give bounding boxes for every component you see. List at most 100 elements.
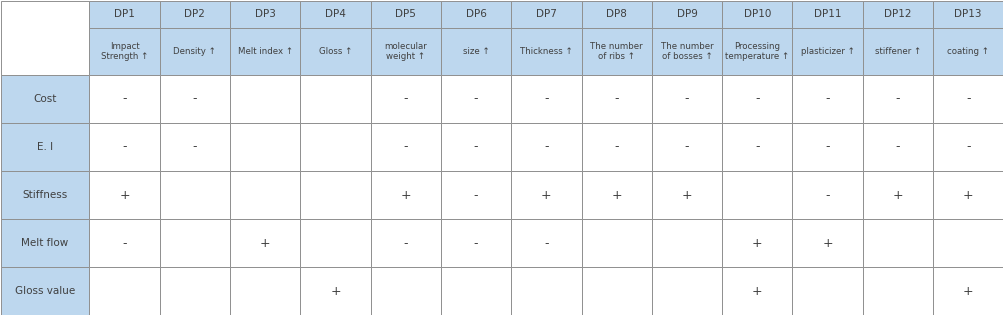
Text: -: - <box>544 237 548 250</box>
Bar <box>370 75 440 123</box>
Text: DP8: DP8 <box>606 9 627 19</box>
Bar <box>300 171 370 219</box>
Text: -: - <box>684 141 688 154</box>
Bar <box>440 123 511 171</box>
Text: stiffener ↑: stiffener ↑ <box>874 47 920 56</box>
Text: DP12: DP12 <box>884 9 911 19</box>
Text: +: + <box>119 189 129 202</box>
Text: DP3: DP3 <box>255 9 276 19</box>
Text: Processing
temperature ↑: Processing temperature ↑ <box>724 42 788 61</box>
Text: -: - <box>824 141 829 154</box>
Text: DP13: DP13 <box>954 9 981 19</box>
Bar <box>791 267 862 315</box>
Text: Gloss ↑: Gloss ↑ <box>319 47 352 56</box>
Bar <box>89 171 159 219</box>
Bar <box>721 267 791 315</box>
Bar <box>511 75 581 123</box>
Bar <box>932 1 1002 28</box>
Text: DP4: DP4 <box>325 9 346 19</box>
Text: DP5: DP5 <box>395 9 416 19</box>
Bar <box>159 267 230 315</box>
Bar <box>862 219 932 267</box>
Bar <box>230 123 300 171</box>
Bar <box>932 123 1002 171</box>
Text: molecular
weight ↑: molecular weight ↑ <box>384 42 426 61</box>
Text: -: - <box>824 189 829 202</box>
Bar <box>159 171 230 219</box>
Bar <box>721 28 791 75</box>
Bar <box>651 171 721 219</box>
Text: Stiffness: Stiffness <box>22 190 67 200</box>
Bar <box>581 75 651 123</box>
Bar <box>651 28 721 75</box>
Text: Thickness ↑: Thickness ↑ <box>520 47 572 56</box>
Bar <box>300 28 370 75</box>
Bar <box>89 75 159 123</box>
Bar <box>230 1 300 28</box>
Text: E. I: E. I <box>37 142 53 152</box>
Text: -: - <box>122 237 126 250</box>
Text: +: + <box>892 189 903 202</box>
Bar <box>651 219 721 267</box>
Bar <box>791 1 862 28</box>
Bar <box>511 171 581 219</box>
Text: -: - <box>895 92 900 106</box>
Text: DP2: DP2 <box>185 9 206 19</box>
Bar <box>1 123 89 171</box>
Text: DP7: DP7 <box>536 9 557 19</box>
Text: DP9: DP9 <box>676 9 697 19</box>
Text: coating ↑: coating ↑ <box>946 47 988 56</box>
Bar <box>581 219 651 267</box>
Bar <box>300 219 370 267</box>
Bar <box>300 1 370 28</box>
Text: Impact
Strength ↑: Impact Strength ↑ <box>101 42 148 61</box>
Bar <box>370 28 440 75</box>
Text: -: - <box>754 92 759 106</box>
Bar <box>159 75 230 123</box>
Bar <box>511 28 581 75</box>
Bar <box>791 171 862 219</box>
Bar <box>1 267 89 315</box>
Text: -: - <box>965 92 970 106</box>
Bar <box>791 123 862 171</box>
Text: -: - <box>193 141 197 154</box>
Text: -: - <box>473 189 477 202</box>
Text: +: + <box>400 189 410 202</box>
Text: -: - <box>193 92 197 106</box>
Text: +: + <box>962 189 973 202</box>
Text: -: - <box>824 92 829 106</box>
Bar <box>511 219 581 267</box>
Bar <box>651 1 721 28</box>
Bar <box>862 267 932 315</box>
Text: +: + <box>751 237 762 250</box>
Bar <box>862 28 932 75</box>
Bar <box>370 267 440 315</box>
Bar <box>230 28 300 75</box>
Bar <box>89 123 159 171</box>
Bar <box>300 123 370 171</box>
Bar <box>370 1 440 28</box>
Bar <box>651 123 721 171</box>
Text: +: + <box>260 237 270 250</box>
Text: Gloss value: Gloss value <box>15 286 75 296</box>
Text: -: - <box>754 141 759 154</box>
Text: -: - <box>403 141 407 154</box>
Text: +: + <box>962 285 973 298</box>
Bar <box>440 171 511 219</box>
Bar <box>581 1 651 28</box>
Bar <box>370 171 440 219</box>
Bar <box>370 219 440 267</box>
Text: +: + <box>681 189 692 202</box>
Text: -: - <box>544 141 548 154</box>
Text: DP6: DP6 <box>465 9 486 19</box>
Bar <box>440 219 511 267</box>
Bar <box>721 1 791 28</box>
Bar <box>230 267 300 315</box>
Text: Density ↑: Density ↑ <box>174 47 217 56</box>
Text: Cost: Cost <box>33 94 57 104</box>
Bar <box>651 267 721 315</box>
Bar <box>511 123 581 171</box>
Bar <box>89 28 159 75</box>
Text: Melt flow: Melt flow <box>21 238 68 248</box>
Bar <box>1 171 89 219</box>
